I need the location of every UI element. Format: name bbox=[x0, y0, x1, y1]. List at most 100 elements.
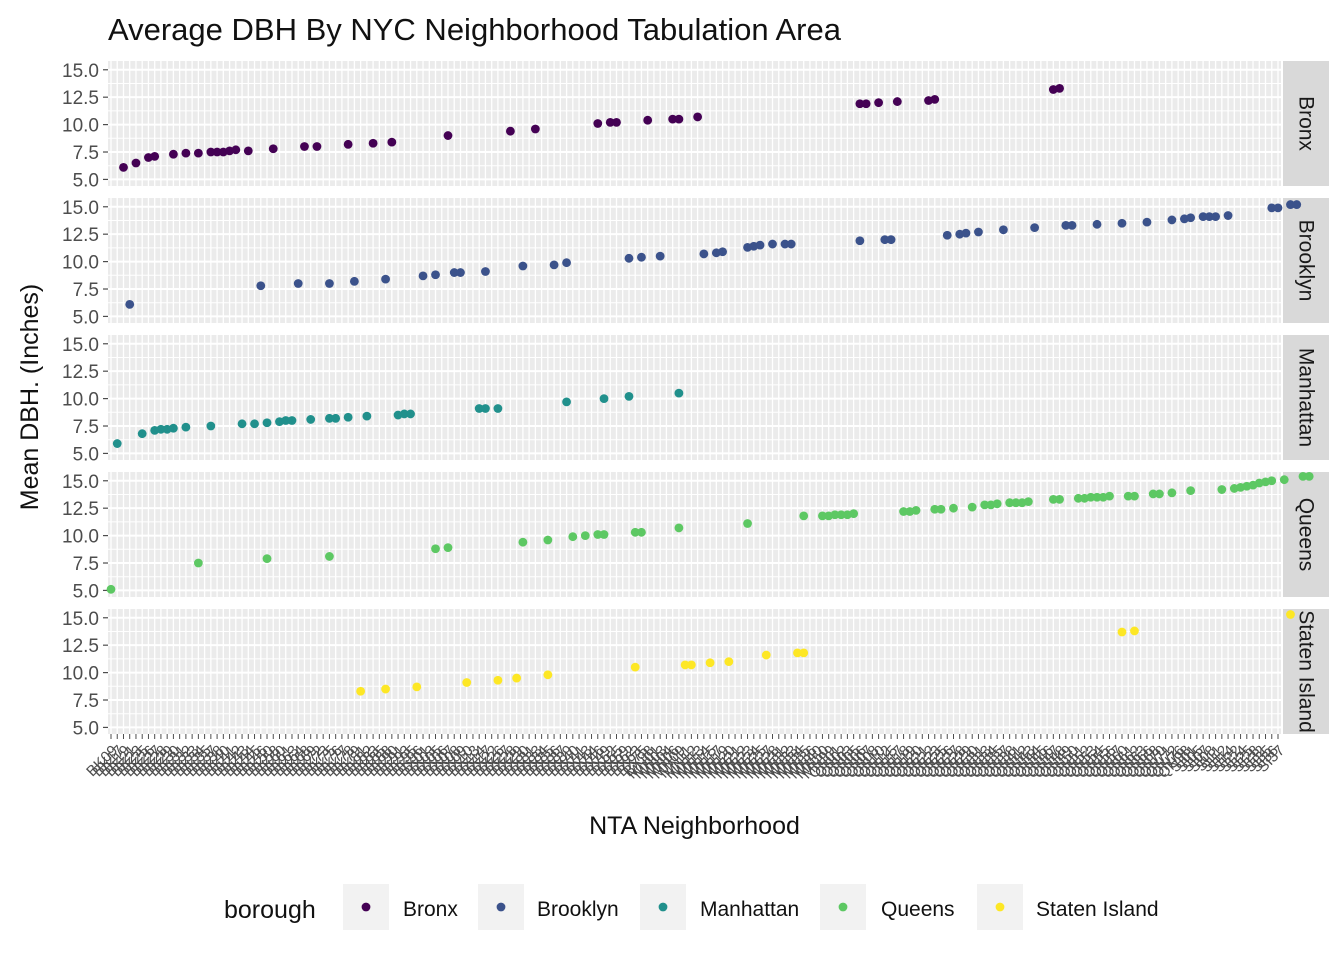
facet-strip-label: Bronx bbox=[1295, 96, 1318, 151]
data-point bbox=[325, 279, 334, 288]
y-tick-label: 10.0 bbox=[62, 253, 99, 274]
data-point bbox=[1211, 212, 1220, 222]
data-point bbox=[325, 413, 334, 423]
data-point bbox=[119, 162, 128, 172]
data-point bbox=[849, 509, 859, 519]
data-point bbox=[562, 397, 571, 407]
data-point bbox=[362, 411, 372, 421]
data-point bbox=[381, 684, 390, 694]
data-point bbox=[874, 98, 883, 108]
data-point bbox=[911, 505, 921, 515]
data-point bbox=[481, 267, 490, 276]
data-point bbox=[250, 419, 259, 429]
data-point bbox=[1055, 84, 1064, 93]
data-point bbox=[343, 139, 353, 149]
data-point bbox=[974, 227, 983, 237]
y-tick-label: 5.0 bbox=[73, 444, 99, 465]
data-point bbox=[830, 510, 840, 520]
data-point bbox=[381, 274, 390, 284]
data-point bbox=[125, 299, 135, 309]
data-point bbox=[768, 239, 777, 249]
data-point bbox=[612, 118, 621, 127]
data-point bbox=[543, 670, 553, 680]
data-point bbox=[674, 523, 684, 533]
data-point bbox=[855, 236, 865, 246]
data-point bbox=[1067, 221, 1077, 230]
y-tick-label: 15.0 bbox=[62, 61, 99, 82]
data-point bbox=[181, 148, 191, 158]
data-point bbox=[237, 419, 247, 429]
legend-marker bbox=[361, 902, 371, 912]
data-point bbox=[231, 145, 241, 155]
legend-marker bbox=[658, 902, 668, 912]
data-point bbox=[474, 404, 484, 413]
data-point bbox=[605, 118, 615, 127]
data-point bbox=[268, 144, 278, 154]
data-point bbox=[568, 532, 578, 542]
data-point bbox=[169, 423, 178, 433]
data-point bbox=[518, 537, 528, 547]
y-tick-label: 5.0 bbox=[73, 170, 99, 191]
data-point bbox=[150, 151, 160, 161]
data-point bbox=[512, 673, 522, 683]
data-point bbox=[705, 658, 715, 668]
chart-title: Average DBH By NYC Neighborhood Tabulati… bbox=[108, 12, 841, 47]
facet-panel-manhattan: 5.0 7.5 10.0 12.5 15.0 Manhattan bbox=[62, 335, 1329, 465]
facet-panel-brooklyn: 5.0 7.5 10.0 12.5 15.0 Brooklyn bbox=[62, 198, 1329, 328]
data-point bbox=[112, 439, 122, 448]
legend-marker bbox=[496, 902, 506, 912]
data-point bbox=[718, 247, 727, 257]
data-point bbox=[880, 235, 890, 245]
data-point bbox=[418, 271, 428, 281]
data-point bbox=[637, 252, 646, 262]
facet-panel-staten-island: 5.0 7.5 10.0 12.5 15.0 Staten Island bbox=[62, 609, 1329, 739]
legend-item-queens: Queens bbox=[820, 884, 955, 930]
data-point bbox=[462, 678, 472, 687]
y-tick-label: 7.5 bbox=[73, 417, 99, 438]
data-point bbox=[1304, 471, 1314, 481]
data-point bbox=[1286, 200, 1295, 209]
data-point bbox=[593, 530, 603, 539]
data-point bbox=[786, 239, 796, 249]
data-point bbox=[961, 228, 971, 238]
data-point bbox=[431, 544, 440, 554]
data-point bbox=[1148, 489, 1158, 499]
data-point bbox=[637, 527, 646, 537]
data-point bbox=[1086, 492, 1096, 502]
legend-item-manhattan: Manhattan bbox=[640, 884, 799, 930]
data-point bbox=[793, 648, 802, 658]
data-point bbox=[293, 279, 303, 288]
data-point bbox=[449, 268, 459, 277]
data-point bbox=[156, 424, 166, 434]
y-tick-label: 5.0 bbox=[73, 307, 99, 328]
data-point bbox=[1092, 219, 1102, 229]
panel-background bbox=[108, 335, 1281, 460]
facet-panel-queens: 5.0 7.5 10.0 12.5 15.0 Queens bbox=[62, 471, 1329, 602]
data-point bbox=[281, 416, 291, 425]
data-point bbox=[799, 648, 809, 658]
data-point bbox=[1130, 626, 1139, 636]
data-point bbox=[300, 142, 309, 151]
data-point bbox=[312, 142, 322, 151]
y-axis-title: Mean DBH. (Inches) bbox=[16, 284, 44, 510]
data-point bbox=[818, 511, 827, 521]
data-point bbox=[1023, 497, 1033, 507]
data-point bbox=[1061, 221, 1071, 230]
data-point bbox=[1117, 218, 1127, 228]
data-point bbox=[1130, 491, 1139, 501]
data-point bbox=[137, 429, 147, 439]
y-tick-label: 7.5 bbox=[73, 280, 99, 301]
x-axis-title: NTA Neighborhood bbox=[589, 812, 800, 840]
data-point bbox=[356, 686, 366, 696]
data-point bbox=[1198, 212, 1208, 222]
data-point bbox=[855, 99, 865, 109]
data-point bbox=[481, 404, 490, 413]
data-point bbox=[930, 504, 940, 514]
data-point bbox=[1030, 223, 1040, 233]
data-point bbox=[349, 276, 359, 286]
data-point bbox=[399, 409, 409, 419]
data-point bbox=[1142, 217, 1152, 227]
data-point bbox=[899, 507, 908, 516]
data-point bbox=[599, 530, 609, 539]
data-point bbox=[506, 126, 515, 136]
